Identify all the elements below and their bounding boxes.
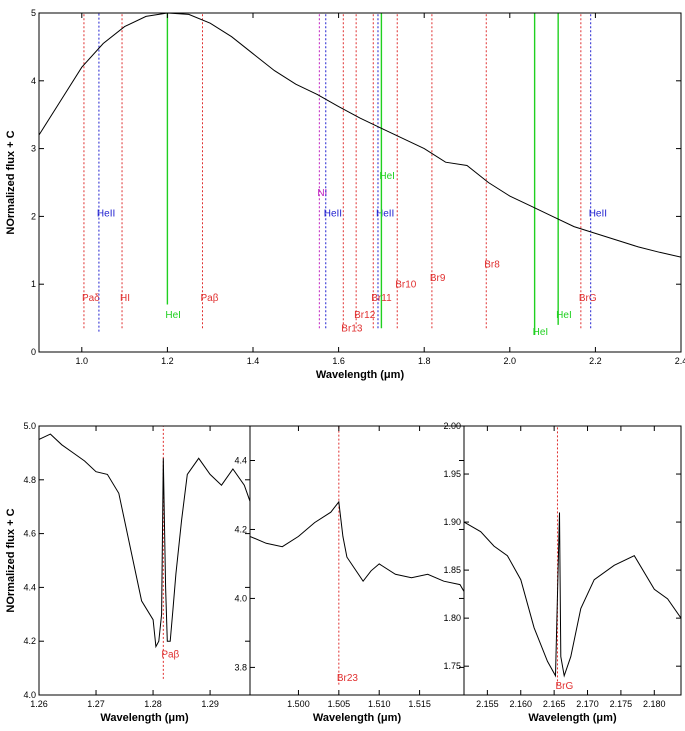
y-tick-label: 4 bbox=[31, 76, 36, 86]
y-axis-label: NOrmalized flux + C bbox=[5, 130, 17, 234]
marker-label: HeII bbox=[324, 208, 342, 219]
y-tick-label: 4.4 bbox=[23, 582, 36, 592]
marker-label: HeI bbox=[556, 310, 572, 321]
x-tick-label: 1.2 bbox=[161, 356, 174, 366]
marker-label: Paβ bbox=[200, 293, 218, 304]
x-tick-label: 2.4 bbox=[675, 356, 685, 366]
x-tick-label: 2.170 bbox=[576, 699, 599, 709]
x-tick-label: 1.6 bbox=[332, 356, 345, 366]
y-tick-label: 1.90 bbox=[443, 517, 461, 527]
y-tick-label: 1.80 bbox=[443, 613, 461, 623]
y-tick-label: 3 bbox=[31, 144, 36, 154]
y-tick-label: 1.75 bbox=[443, 661, 461, 671]
series-line bbox=[250, 500, 464, 592]
marker-label: HeI bbox=[533, 327, 549, 338]
y-tick-label: 1.85 bbox=[443, 565, 461, 575]
x-tick-label: 2.2 bbox=[589, 356, 602, 366]
marker-label: HeII bbox=[376, 208, 394, 219]
x-tick-label: 1.0 bbox=[76, 356, 89, 366]
x-tick-label: 2.155 bbox=[476, 699, 499, 709]
marker-label: HeI bbox=[165, 310, 181, 321]
marker-label: BrG bbox=[555, 681, 573, 692]
x-tick-label: 2.165 bbox=[543, 699, 566, 709]
marker-label: HI bbox=[120, 293, 130, 304]
marker-label: Br9 bbox=[430, 273, 446, 284]
x-tick-label: 1.500 bbox=[287, 699, 310, 709]
y-tick-label: 4.6 bbox=[23, 529, 36, 539]
y-tick-label: 0 bbox=[31, 347, 36, 357]
marker-label: Paδ bbox=[82, 293, 100, 304]
y-axis-label: NOrmalized flux + C bbox=[5, 508, 17, 612]
series-line bbox=[39, 13, 681, 258]
marker-label: Br12 bbox=[354, 310, 376, 321]
x-tick-label: 2.175 bbox=[610, 699, 633, 709]
marker-label: Paβ bbox=[161, 649, 179, 660]
x-tick-label: 1.8 bbox=[418, 356, 431, 366]
marker-label: HeII bbox=[589, 208, 607, 219]
y-tick-label: 5 bbox=[31, 8, 36, 18]
y-tick-label: 4.0 bbox=[234, 593, 247, 603]
plot-frame bbox=[249, 425, 465, 696]
marker-label: Br23 bbox=[337, 673, 359, 684]
y-tick-label: 4.2 bbox=[23, 636, 36, 646]
x-tick-label: 1.4 bbox=[247, 356, 260, 366]
y-tick-label: 4.2 bbox=[234, 524, 247, 534]
y-tick-label: 4.4 bbox=[234, 455, 247, 465]
plot-frame bbox=[38, 12, 682, 353]
y-tick-label: 5.0 bbox=[23, 421, 36, 431]
marker-label: Br13 bbox=[341, 324, 363, 335]
marker-label: Br8 bbox=[484, 259, 500, 270]
x-tick-label: 2.180 bbox=[643, 699, 666, 709]
br23-zoom-panel: Br23 1.500 1.505 1.510 1.515 3.8 4.0 4.2 4.4 Wave… bbox=[234, 425, 465, 724]
x-tick-label: 1.29 bbox=[201, 699, 219, 709]
series-line bbox=[39, 433, 250, 649]
x-axis-label: Wavelength (μm) bbox=[100, 712, 189, 724]
marker-label: HeII bbox=[97, 208, 115, 219]
x-tick-label: 1.26 bbox=[30, 699, 48, 709]
x-axis-label: Wavelength (μm) bbox=[316, 369, 405, 381]
y-tick-label: 3.8 bbox=[234, 662, 247, 672]
marker-label: Br10 bbox=[395, 280, 417, 291]
x-tick-label: 1.505 bbox=[328, 699, 351, 709]
series-line bbox=[464, 512, 681, 678]
x-axis-label: Wavelength (μm) bbox=[313, 712, 402, 724]
x-tick-label: 2.160 bbox=[509, 699, 532, 709]
pab-zoom-panel: Paβ 1.26 1.27 1.28 1.29 4.0 4.2 4.4 4.6 4.8 5.0 Wav… bbox=[5, 421, 251, 724]
plot-frame bbox=[463, 425, 682, 696]
y-tick-label: 2.00 bbox=[443, 421, 461, 431]
x-tick-label: 2.0 bbox=[504, 356, 517, 366]
x-tick-label: 1.27 bbox=[87, 699, 105, 709]
y-tick-label: 4.8 bbox=[23, 475, 36, 485]
top-spectrum-panel: PaδHeIIHIHeIPaβNIHeIIBr13Br12Br11HeIIHeI… bbox=[5, 8, 685, 381]
marker-label: HeI bbox=[379, 171, 395, 182]
x-tick-label: 1.28 bbox=[144, 699, 162, 709]
plot-frame bbox=[38, 425, 251, 696]
x-tick-label: 1.510 bbox=[368, 699, 391, 709]
y-tick-label: 2 bbox=[31, 211, 36, 221]
y-tick-label: 4.0 bbox=[23, 690, 36, 700]
x-axis-label: Wavelength (μm) bbox=[528, 712, 617, 724]
y-tick-label: 1 bbox=[31, 279, 36, 289]
marker-label: BrG bbox=[579, 293, 597, 304]
x-tick-label: 1.515 bbox=[408, 699, 431, 709]
brg-zoom-panel: BrG 2.155 2.160 2.165 2.170 2.175 2.180 1.75 1.8… bbox=[443, 421, 682, 724]
y-tick-label: 1.95 bbox=[443, 469, 461, 479]
marker-label: NI bbox=[317, 188, 327, 199]
